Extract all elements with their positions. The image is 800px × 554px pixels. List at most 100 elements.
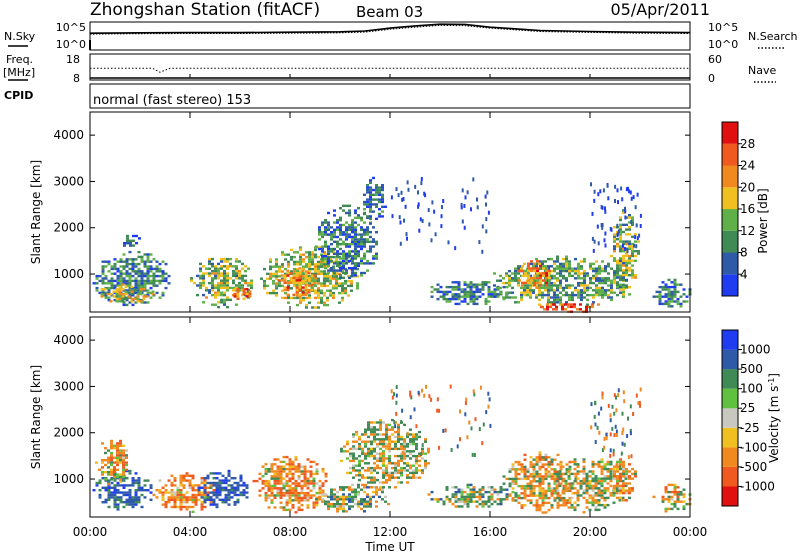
heat-cell (290, 296, 293, 300)
heat-cell (520, 496, 524, 500)
heat-cell (220, 257, 223, 261)
heat-cell (242, 484, 246, 487)
heat-cell (242, 489, 246, 492)
heat-cell (499, 293, 503, 296)
heat-cell (529, 465, 533, 469)
heat-cell (329, 275, 332, 278)
heat-cell (290, 255, 293, 259)
heat-cell (616, 286, 619, 289)
heat-cell (318, 495, 321, 499)
heat-cell (235, 260, 238, 263)
heat-cell (227, 469, 231, 473)
heat-cell (131, 274, 135, 278)
heat-cell (547, 267, 550, 270)
heat-cell (619, 278, 622, 282)
heat-cell (308, 282, 311, 285)
heat-cell (511, 490, 515, 494)
heat-cell (155, 265, 159, 268)
heat-cell (565, 260, 568, 263)
heat-cell-sparse (421, 219, 424, 223)
heat-cell (579, 482, 583, 485)
heat-cell (375, 198, 378, 201)
heat-cell (139, 285, 143, 289)
heat-cell (304, 293, 308, 296)
heat-cell (297, 494, 301, 497)
heat-cell (616, 484, 619, 488)
heat-cell (545, 269, 548, 273)
heat-cell-sparse (407, 187, 410, 192)
heat-cell (351, 483, 354, 487)
heat-cell (342, 262, 345, 265)
heat-cell (288, 458, 292, 461)
heat-cell (314, 255, 317, 259)
heat-cell (329, 289, 332, 292)
heat-cell (119, 475, 122, 479)
heat-cell (238, 277, 241, 280)
heat-cell (454, 493, 458, 496)
heat-cell (336, 245, 339, 248)
heat-cell-sparse (617, 229, 620, 234)
heat-cell (454, 293, 458, 296)
heat-cell (176, 505, 180, 509)
heat-cell (308, 253, 311, 256)
heat-cell (354, 209, 357, 212)
heat-cell-sparse (461, 219, 464, 224)
heat-cell (539, 274, 542, 277)
heat-cell (194, 498, 198, 501)
heat-cell (547, 470, 551, 473)
nsearch-label: N.Search (748, 30, 798, 43)
heat-cell (536, 267, 539, 270)
heat-cell (547, 296, 550, 299)
heat-cell (544, 260, 547, 263)
heat-cell (104, 282, 108, 285)
heat-cell (514, 277, 517, 280)
heat-cell (484, 300, 488, 303)
heat-cell (324, 257, 327, 260)
heat-cell (285, 467, 289, 471)
heat-cell (324, 479, 328, 483)
heat-cell (296, 251, 299, 254)
heat-cell (582, 470, 586, 473)
heat-cell (601, 286, 604, 290)
heat-cell (360, 498, 363, 501)
heat-cell (676, 507, 680, 511)
heat-cell (421, 452, 424, 455)
heat-cell (538, 465, 542, 469)
heat-cell (308, 301, 311, 304)
heat-cell (529, 472, 533, 476)
heat-cell (155, 274, 159, 278)
heat-cell (520, 477, 524, 481)
heat-cell (220, 301, 223, 304)
heat-cell (550, 274, 553, 278)
heat-cell (463, 295, 467, 298)
heat-cell (119, 491, 123, 494)
heat-cell (517, 272, 520, 275)
heat-cell (631, 221, 634, 224)
heat-cell (203, 501, 207, 504)
heat-cell (363, 262, 366, 265)
heat-cell (403, 454, 406, 458)
heat-cell (116, 498, 120, 501)
heat-cell (107, 459, 110, 462)
heat-cell (116, 267, 120, 271)
ytick-label-1: 2000 (53, 426, 84, 440)
heat-cell (499, 279, 502, 282)
heat-cell (535, 484, 539, 488)
heat-cell (315, 482, 319, 485)
heat-cell (358, 471, 361, 475)
heat-cell (508, 269, 511, 273)
heat-cell (121, 292, 125, 296)
heat-cell (574, 269, 577, 273)
heat-cell (109, 300, 113, 303)
heat-cell (190, 279, 193, 282)
heat-cell (589, 293, 592, 297)
heat-cell (415, 445, 418, 448)
heat-cell (559, 460, 563, 464)
heat-cell (113, 505, 117, 509)
heat-cell (514, 460, 518, 464)
colorbar-swatch-7 (722, 122, 738, 144)
heat-cell (200, 508, 204, 511)
heat-cell-sparse (630, 454, 633, 459)
nave-label: Nave (748, 64, 776, 77)
